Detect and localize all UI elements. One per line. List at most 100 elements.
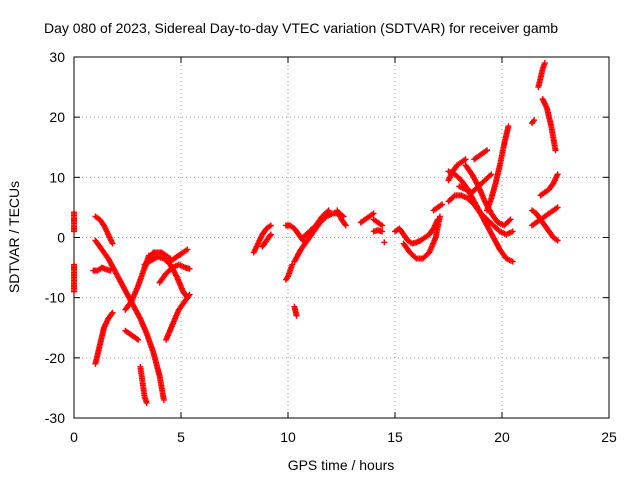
- data-point: [554, 171, 561, 178]
- y-tick-label: 10: [49, 169, 65, 185]
- chart-title: Day 080 of 2023, Sidereal Day-to-day VTE…: [44, 20, 558, 36]
- series-s4: [90, 264, 114, 274]
- data-point: [185, 292, 192, 299]
- data-point: [267, 232, 274, 239]
- series-s16: [282, 261, 296, 283]
- series-s23: [370, 227, 386, 235]
- series-s8: [141, 249, 174, 271]
- series-a1: [71, 209, 77, 235]
- data-point: [531, 117, 538, 124]
- data-point: [186, 291, 193, 298]
- data-point: [436, 213, 443, 220]
- data-point: [293, 312, 300, 319]
- data-point: [462, 156, 469, 163]
- data-point: [267, 222, 274, 229]
- data-point: [554, 237, 561, 244]
- x-tick-label: 25: [601, 429, 617, 445]
- series-a2: [71, 261, 77, 295]
- series-s14: [259, 231, 274, 250]
- axis-ticks: [73, 56, 610, 419]
- series-s5: [122, 327, 142, 343]
- data-point: [71, 228, 77, 235]
- data-point: [71, 288, 77, 295]
- series-s37: [539, 96, 559, 154]
- y-tick-label: -10: [45, 290, 65, 306]
- data-point: [324, 208, 331, 215]
- data-point: [341, 221, 348, 228]
- data-point: [107, 267, 114, 274]
- series-s13: [250, 222, 274, 256]
- x-axis-label: GPS time / hours: [288, 457, 395, 473]
- series-s19: [299, 207, 332, 241]
- series-s17: [291, 303, 300, 319]
- data-point: [484, 147, 491, 154]
- series-s2: [92, 237, 167, 403]
- data-point: [439, 201, 446, 208]
- data-point: [507, 216, 514, 223]
- series-s7: [137, 363, 150, 406]
- data-point: [370, 210, 377, 217]
- data-point: [379, 222, 386, 229]
- data-point: [267, 231, 274, 238]
- series-s10: [156, 261, 193, 286]
- data-point: [184, 246, 191, 253]
- series-s29: [445, 168, 516, 265]
- data-point: [506, 217, 513, 224]
- x-tick-labels: 0 5 10 15 20 25: [70, 429, 617, 445]
- data-point: [450, 193, 457, 200]
- y-axis-label: SDTVAR / TECUs: [6, 181, 22, 293]
- series-s3: [92, 309, 116, 367]
- data-point: [541, 60, 548, 67]
- x-tick-label: 5: [177, 429, 185, 445]
- series-s33: [471, 147, 491, 163]
- data-point: [135, 336, 142, 343]
- y-tick-label: 0: [57, 230, 65, 246]
- x-tick-label: 10: [280, 429, 296, 445]
- data-point: [143, 399, 150, 406]
- series-s30: [445, 192, 516, 238]
- series-s27: [430, 201, 446, 214]
- data-point: [109, 240, 116, 247]
- x-tick-label: 15: [387, 429, 403, 445]
- data-point: [379, 228, 386, 235]
- series-s25: [392, 216, 441, 247]
- data-point: [554, 204, 561, 211]
- series-s11: [163, 291, 193, 343]
- y-tick-label: 30: [49, 49, 65, 65]
- data-point: [325, 207, 332, 214]
- series-s20: [334, 207, 349, 229]
- data-point: [108, 310, 115, 317]
- y-tick-label: 20: [49, 109, 65, 125]
- data-point: [342, 222, 349, 229]
- x-tick-label: 0: [70, 429, 78, 445]
- series-s26: [400, 213, 443, 262]
- series-s36: [535, 60, 548, 91]
- data-point: [186, 265, 193, 272]
- series-s21: [357, 210, 377, 226]
- data-point: [552, 147, 559, 154]
- series-s12: [167, 246, 191, 265]
- y-tick-label: -30: [45, 410, 65, 426]
- series-s34: [484, 123, 512, 214]
- data-point: [289, 261, 296, 268]
- data-point: [109, 309, 116, 316]
- data-point: [381, 239, 388, 246]
- y-tick-label: -20: [45, 350, 65, 366]
- data-points: [71, 60, 561, 406]
- data-point: [412, 254, 419, 261]
- series-s32: [456, 171, 495, 196]
- data-point: [509, 258, 516, 265]
- grid-lines: [74, 57, 609, 418]
- series-s22: [370, 216, 386, 229]
- data-point: [487, 172, 494, 179]
- series-s24: [381, 239, 388, 246]
- series-s1: [92, 213, 116, 247]
- data-point: [160, 396, 167, 403]
- x-tick-label: 20: [494, 429, 510, 445]
- data-point: [509, 228, 516, 235]
- series-s40: [528, 204, 561, 229]
- data-point: [505, 123, 512, 130]
- series-s38: [537, 171, 561, 199]
- data-point: [488, 171, 495, 178]
